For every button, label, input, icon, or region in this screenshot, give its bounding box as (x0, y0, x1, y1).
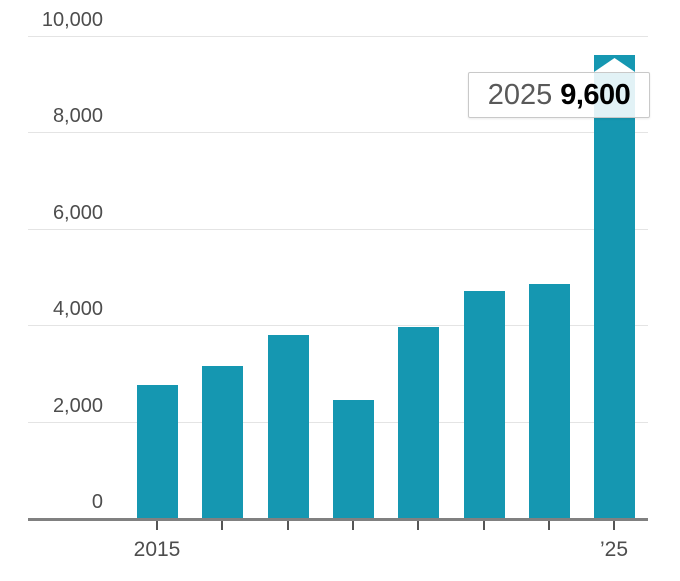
gridline (28, 229, 648, 230)
y-axis-label: 8,000 (52, 105, 103, 127)
y-axis-label: 6,000 (52, 202, 103, 224)
y-axis-label: 0 (91, 491, 103, 513)
bar[interactable] (202, 366, 243, 518)
y-axis-label: 10,000 (41, 9, 103, 31)
x-axis-tick (156, 521, 158, 530)
bar[interactable] (398, 327, 439, 518)
x-axis-label: 2015 (133, 538, 181, 561)
x-axis-tick (613, 521, 615, 530)
bar[interactable] (529, 284, 570, 518)
bar[interactable] (464, 291, 505, 518)
x-axis-tick (287, 521, 289, 530)
bar[interactable] (268, 334, 309, 518)
tooltip-year: 2025 (487, 78, 553, 111)
x-axis-tick (221, 521, 223, 530)
x-axis-label: ’25 (599, 538, 629, 561)
gridline (28, 36, 648, 37)
x-axis-line (28, 518, 648, 521)
gridline (28, 132, 648, 133)
y-axis-label: 4,000 (52, 298, 103, 320)
x-axis-tick (483, 521, 485, 530)
bar[interactable] (594, 54, 635, 518)
x-axis-tick (548, 521, 550, 530)
tooltip-value: 9,600 (560, 78, 631, 111)
bar[interactable] (333, 399, 374, 518)
y-axis-label: 2,000 (52, 395, 103, 417)
tooltip: 2025 9,600 (468, 72, 650, 118)
bar[interactable] (137, 385, 178, 518)
gridline (28, 325, 648, 326)
x-axis-tick (352, 521, 354, 530)
x-axis-tick (417, 521, 419, 530)
